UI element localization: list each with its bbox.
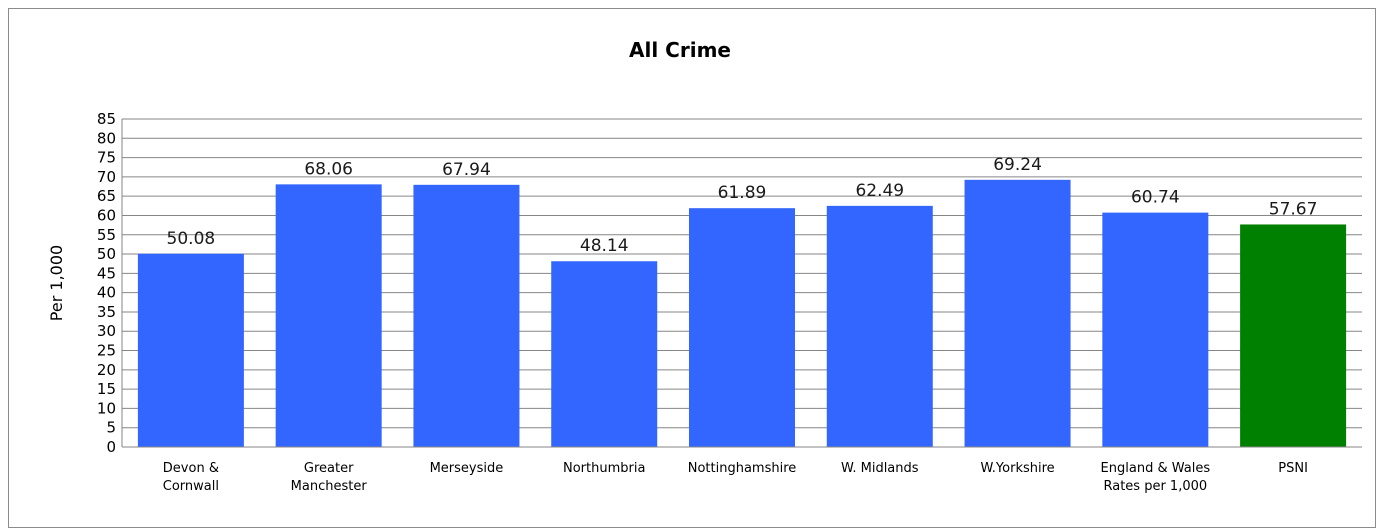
data-labels: 50.08 68.06 67.94 48.14 61.89 62.49 69.24 60.74… [167,155,1318,256]
data-label: 48.14 [580,236,629,256]
chart-title: All Crime [629,38,731,62]
x-tick-label: England & Wales Rates per 1,000 [1101,461,1211,494]
y-tick-label: 55 [97,226,116,244]
data-label: 69.24 [993,155,1042,175]
x-tick-label: PSNI [1278,461,1308,476]
x-tick-label: Devon & Cornwall [163,461,219,494]
x-tick-label: Merseyside [430,461,504,476]
y-tick-label: 35 [97,303,116,321]
y-tick-label: 75 [97,149,116,167]
x-tick-label: Greater Manchester [291,461,368,494]
y-axis-label: Per 1,000 [47,245,66,321]
y-tick-label: 65 [97,187,116,205]
bar [1102,212,1209,447]
y-tick-label: 45 [97,264,116,282]
data-label: 50.08 [167,229,216,249]
data-label: 67.94 [442,160,491,180]
y-tick-label: 50 [97,245,116,263]
y-tick-label: 70 [97,168,116,186]
data-label: 62.49 [855,181,904,201]
bar [275,184,382,447]
y-tick-label: 5 [106,419,116,437]
bar [964,179,1071,447]
bar [826,205,933,447]
y-tick-label: 25 [97,342,116,360]
x-tick-labels: Devon & Cornwall Greater Manchester Merseysi… [163,461,1308,494]
y-tick-label: 10 [97,399,116,417]
x-tick-label: W.Yorkshire [980,461,1054,476]
data-label: 61.89 [718,183,767,203]
y-tick-label: 15 [97,380,116,398]
y-tick-label: 60 [97,206,116,224]
x-tick-label: Northumbria [563,461,645,476]
bar [689,208,795,447]
data-label: 57.67 [1269,199,1318,219]
y-tick-label: 30 [97,322,116,340]
bar [1240,224,1347,447]
x-tick-label: W. Midlands [841,461,919,476]
data-label: 60.74 [1131,188,1180,208]
bar [137,253,244,447]
bars [137,179,1347,447]
y-tick-label: 20 [97,361,116,379]
y-tick-label: 40 [97,284,116,302]
data-label: 68.06 [304,159,353,179]
bar [413,184,520,447]
x-tick-label: Nottinghamshire [688,461,797,476]
y-tick-label: 85 [97,110,116,128]
y-tick-label: 80 [97,129,116,147]
y-tick-label: 0 [106,438,116,456]
bar [551,261,658,447]
